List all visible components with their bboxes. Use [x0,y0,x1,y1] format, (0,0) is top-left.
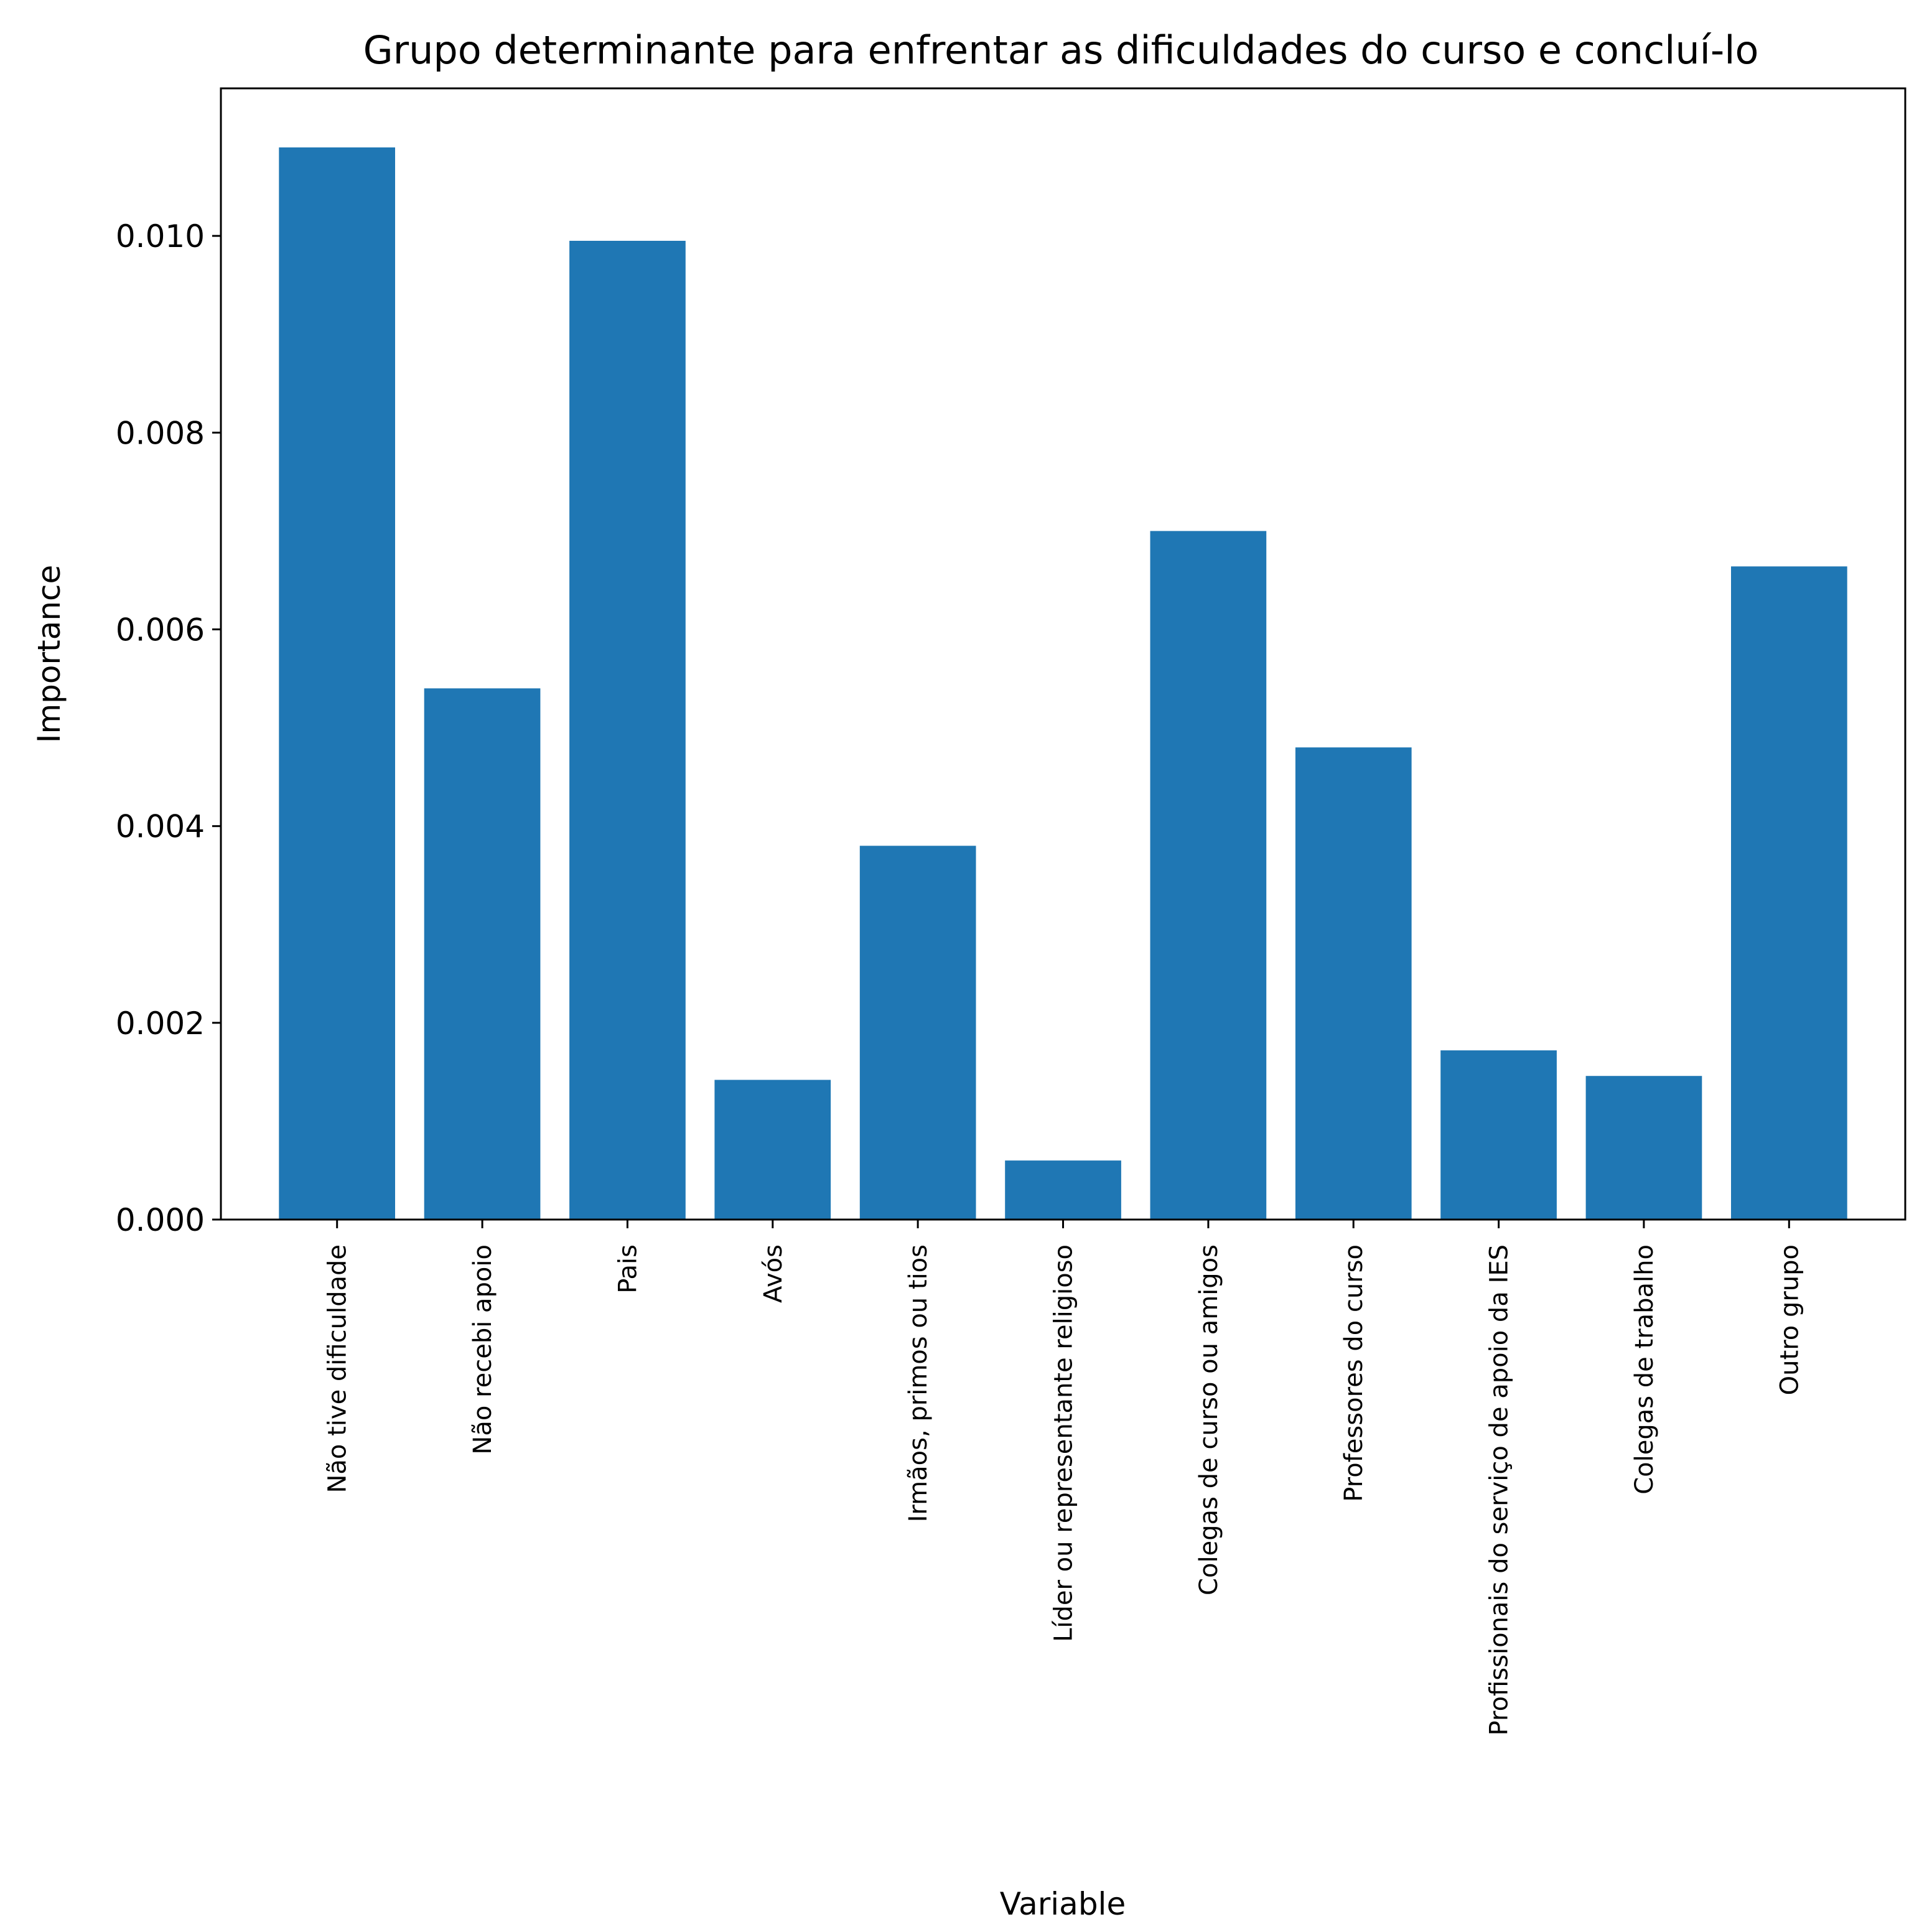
x-tick-label: Colegas de trabalho [1630,1244,1659,1495]
bar [1295,747,1412,1220]
x-axis-label: Variable [1000,1886,1126,1922]
bar [714,1080,831,1220]
x-tick-label: Irmãos, primos ou tios [904,1244,933,1522]
bar [279,147,395,1220]
bar [1440,1050,1557,1220]
bar [1005,1160,1121,1220]
y-tick-label: 0.006 [116,612,205,648]
x-tick-label: Não tive dificuldade [324,1244,352,1493]
y-tick-label: 0.004 [116,809,205,845]
bars-group [279,147,1847,1220]
x-tick-label: Professores do curso [1340,1244,1368,1502]
y-tick-label: 0.008 [116,415,205,451]
bar [859,846,976,1220]
x-axis: Não tive dificuldade Não recebi apoio Pais… [324,1220,1804,1735]
y-axis-label: Importance [31,565,67,744]
x-tick-label: Não recebi apoio [469,1244,497,1455]
bar [1150,531,1267,1220]
y-axis: 0.000 0.002 0.004 0.006 0.008 0.010 [116,218,221,1238]
x-tick-label: Outro grupo [1775,1244,1804,1395]
y-tick-label: 0.000 [116,1202,205,1238]
y-tick-label: 0.010 [116,218,205,254]
bar [1731,566,1847,1220]
x-tick-label: Pais [614,1244,642,1294]
x-tick-label: Profissionais do serviço de apoio da IES [1485,1244,1514,1735]
chart-title: Grupo determinante para enfrentar as dif… [363,27,1759,73]
plot-frame [220,87,1906,1221]
x-tick-label: Avós [759,1244,788,1303]
y-tick-label: 0.002 [116,1006,205,1042]
x-tick-label: Líder ou representante religioso [1050,1244,1078,1642]
bar [424,688,541,1220]
bar [1585,1076,1702,1220]
bar [569,241,686,1220]
x-tick-label: Colegas de curso ou amigos [1195,1244,1223,1595]
